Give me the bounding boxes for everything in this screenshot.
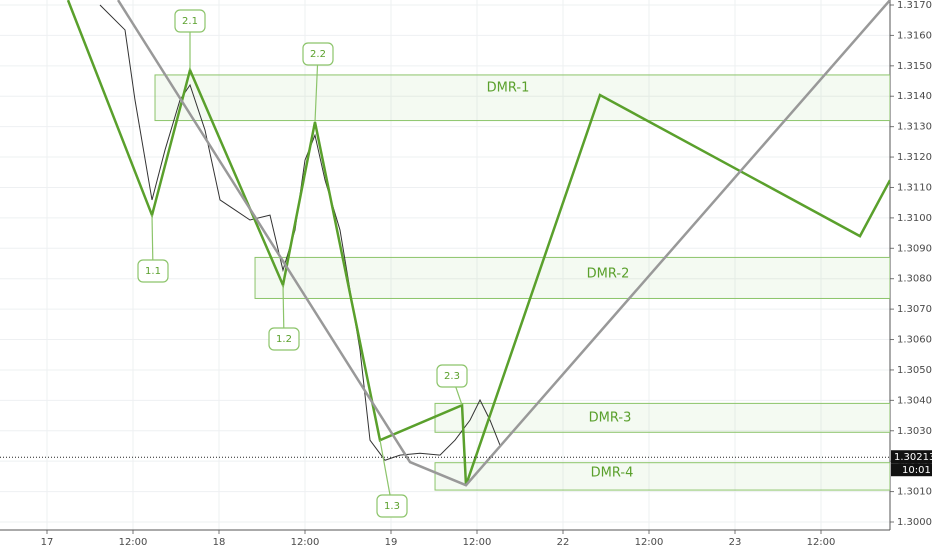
x-tick-label: 17 (41, 537, 54, 548)
y-tick-label: 1.30000 (897, 517, 932, 528)
zone (154, 74, 890, 122)
zone-label: DMR-2 (587, 267, 630, 282)
zone-label: DMR-4 (591, 466, 634, 481)
last-price-box (891, 450, 932, 464)
x-tick-label: 23 (729, 537, 742, 548)
plot-area: DMR-1 DMR-2 DMR-3 DMR-4 (66, 0, 890, 491)
series-line (99, 4, 501, 461)
zone (254, 256, 890, 299)
countdown-label: 10:01 (902, 465, 931, 476)
countdown-box (891, 463, 932, 477)
zone (434, 462, 890, 491)
wave-label: 1.1 (145, 266, 161, 277)
wave-box (376, 494, 408, 518)
wave-label: 1.2 (276, 334, 292, 345)
wave-box (137, 259, 169, 283)
y-tick-label: 1.30400 (897, 395, 932, 406)
y-tick-label: 1.31500 (897, 61, 932, 72)
x-tick-label: 12:00 (807, 537, 836, 548)
wave-box (436, 364, 468, 388)
y-tick-label: 1.30800 (897, 274, 932, 285)
y-tick-label: 1.31400 (897, 91, 932, 102)
y-tick-label: 1.30700 (897, 304, 932, 315)
wave-label: 2.3 (444, 371, 460, 382)
wave-box (302, 42, 334, 66)
series-line (116, 0, 890, 487)
y-tick-label: 1.31300 (897, 122, 932, 133)
wave-box (174, 9, 206, 33)
y-tick-label: 1.30500 (897, 365, 932, 376)
x-tick-label: 22 (557, 537, 570, 548)
zone-label: DMR-1 (487, 81, 530, 96)
y-tick-label: 1.31700 (897, 0, 932, 11)
y-tick-label: 1.30300 (897, 426, 932, 437)
y-tick-label: 1.30600 (897, 335, 932, 346)
wave-label: 1.3 (384, 501, 400, 512)
wave-label: 2.1 (182, 16, 198, 27)
wave-label: 2.2 (310, 49, 326, 60)
x-tick-label: 18 (213, 537, 226, 548)
zone-label: DMR-3 (589, 411, 632, 426)
y-tick-label: 1.31100 (897, 182, 932, 193)
x-tick-label: 19 (385, 537, 398, 548)
x-tick-label: 12:00 (291, 537, 320, 548)
wave-box (268, 327, 300, 351)
x-tick-label: 12:00 (463, 537, 492, 548)
last-price-label: 1.30213 (894, 452, 932, 463)
y-tick-label: 1.31000 (897, 213, 932, 224)
y-tick-label: 1.31200 (897, 152, 932, 163)
x-tick-label: 12:00 (635, 537, 664, 548)
y-tick-label: 1.31600 (897, 30, 932, 41)
y-tick-label: 1.30900 (897, 243, 932, 254)
y-tick-label: 1.30100 (897, 487, 932, 498)
zone (434, 402, 890, 433)
x-tick-label: 12:00 (119, 537, 148, 548)
